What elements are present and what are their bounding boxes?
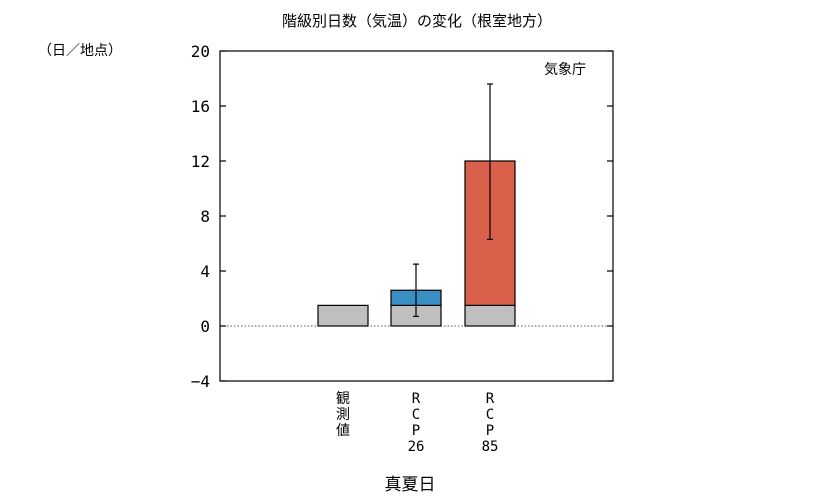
x-tick-label: 26 xyxy=(408,439,425,455)
y-unit-label: （日／地点） xyxy=(38,43,122,59)
source-label: 気象庁 xyxy=(544,62,586,78)
plot-frame xyxy=(219,50,614,382)
x-axis-label: 真夏日 xyxy=(385,475,436,495)
x-tick-label: R xyxy=(412,391,421,407)
y-tick-label: 12 xyxy=(191,152,210,171)
x-tick-label: P xyxy=(412,423,420,439)
y-tick-label: 4 xyxy=(200,262,210,281)
bar-base-segment xyxy=(317,304,369,327)
y-tick-label: 0 xyxy=(200,317,210,336)
x-tick-label: 85 xyxy=(482,439,499,455)
y-axis: −4 0 4 8 12 16 20 xyxy=(191,42,613,391)
x-tick-label: R xyxy=(486,391,495,407)
x-tick-label: 測 xyxy=(336,407,350,423)
y-tick-label: −4 xyxy=(191,372,210,391)
y-tick-label: 16 xyxy=(191,97,210,116)
y-tick-label: 8 xyxy=(200,207,210,226)
bar-base-segment xyxy=(464,304,516,327)
bars-layer xyxy=(220,83,613,327)
x-tick-label: 値 xyxy=(336,423,350,439)
x-tick-label: P xyxy=(486,423,494,439)
chart-title: 階級別日数（気温）の変化（根室地方） xyxy=(282,12,552,30)
x-tick-label: C xyxy=(486,407,494,423)
x-tick-label: C xyxy=(412,407,420,423)
x-tick-label: 観 xyxy=(336,390,350,407)
y-tick-label: 20 xyxy=(191,42,210,61)
